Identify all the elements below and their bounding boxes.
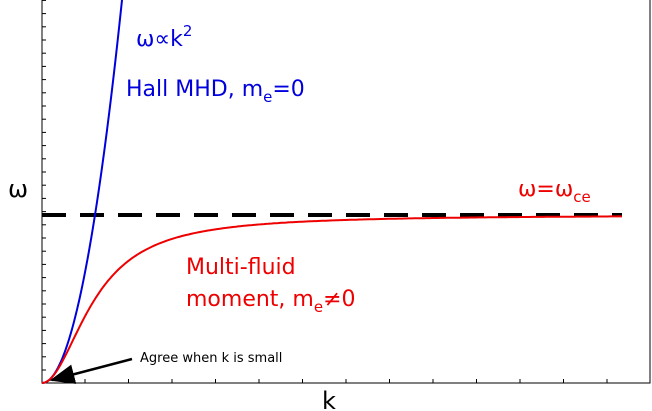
multi-fluid-curve: [41, 215, 622, 384]
ticks: [42, 0, 608, 383]
cyclotron-label: ω=ωce: [518, 177, 591, 206]
plot-frame: [41, 0, 651, 384]
subscript: e: [314, 298, 323, 316]
agree-label: Agree when k is small: [140, 351, 282, 366]
text: =0: [272, 77, 304, 102]
agree-arrow: [49, 357, 133, 384]
text: ≠0: [323, 287, 355, 312]
hall-label: Hall MHD, me=0: [126, 77, 305, 106]
multi-fluid-label: Multi-fluid: [186, 255, 296, 280]
subscript: ce: [573, 188, 590, 206]
superscript: 2: [183, 22, 193, 40]
power-law-label: ω∝k2: [136, 22, 192, 52]
moment-label: moment, me≠0: [186, 287, 356, 316]
text: ω=ω: [518, 177, 573, 202]
y-axis-label: ω: [8, 175, 28, 203]
text: moment, m: [186, 287, 314, 312]
text: ω∝k: [136, 27, 183, 52]
hall-curve: [41, 0, 124, 384]
x-axis-label: k: [322, 387, 336, 411]
text: Hall MHD, m: [126, 77, 263, 102]
subscript: e: [263, 88, 272, 106]
